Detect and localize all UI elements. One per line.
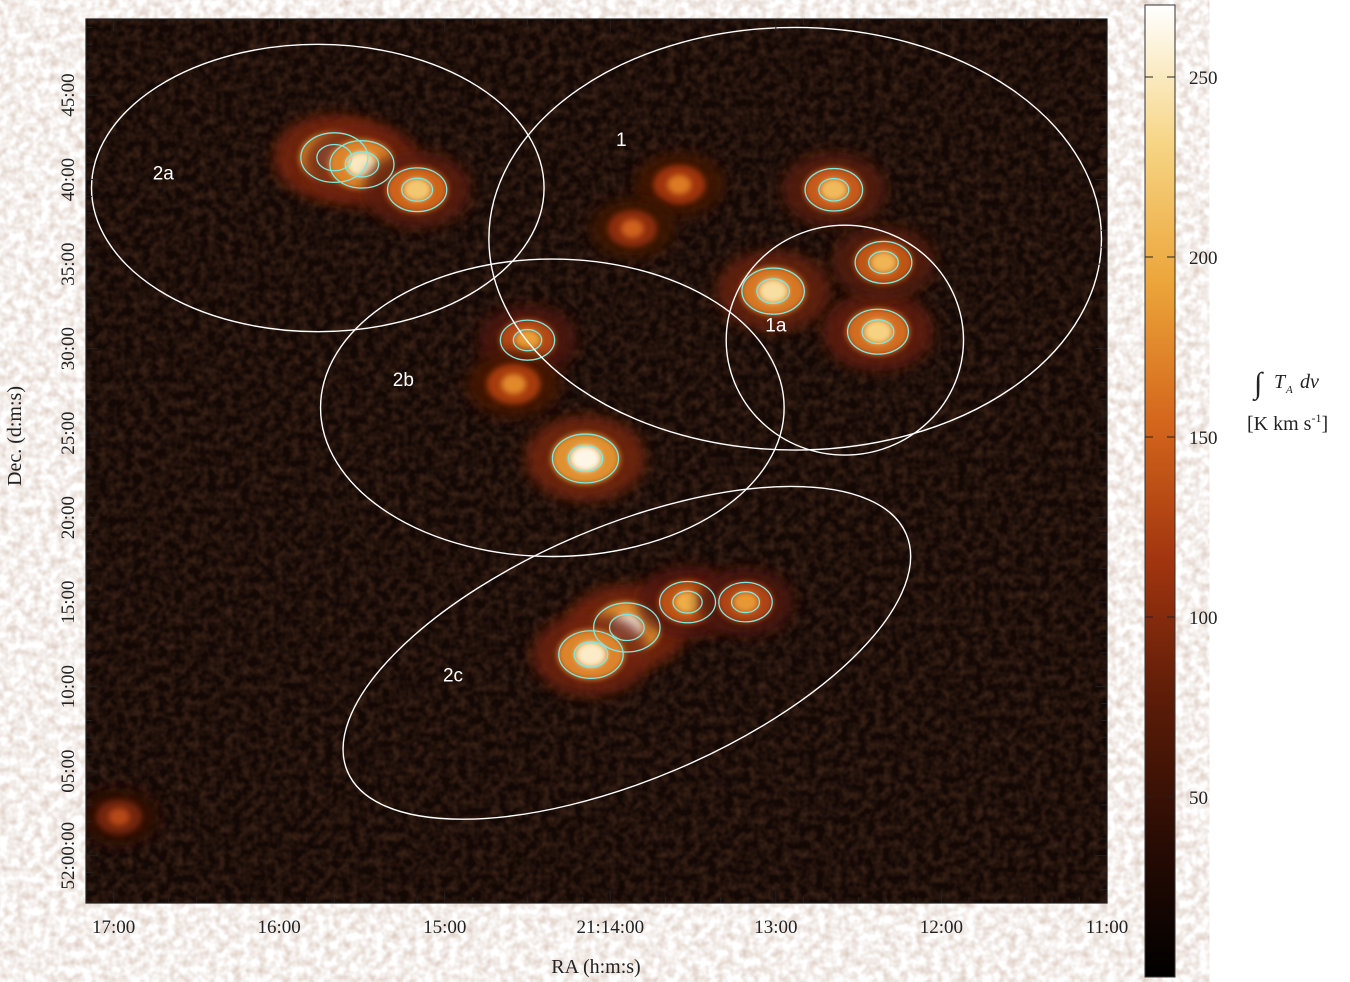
y-tick-label: 15:00 (58, 580, 79, 623)
y-tick-label: 30:00 (58, 327, 79, 370)
contour-inner (861, 319, 895, 345)
x-tick-label: 17:00 (92, 917, 135, 938)
colorbar-tick-label: 100 (1189, 608, 1218, 629)
colorbar-tick-label: 200 (1189, 248, 1218, 269)
colorbar-label-quantity: T (1274, 371, 1287, 393)
emission-peak (108, 808, 130, 826)
colorbar-integral-sign: ∫ (1252, 367, 1264, 402)
region-ellipse-2a (90, 43, 545, 333)
emission-peak (820, 178, 848, 201)
region-layer (90, 26, 1103, 820)
x-axis-title: RA (h:m:s) (551, 956, 640, 978)
emission-peak (869, 251, 898, 274)
contour-inner (730, 591, 761, 614)
contour-inner (344, 151, 380, 178)
contour-outer (804, 167, 864, 212)
contour-inner (818, 177, 850, 202)
colorbar-ticks: 50 100 150 200 250 (1145, 68, 1218, 809)
y-tick-label: 35:00 (58, 242, 79, 285)
emission-peak (346, 151, 378, 177)
emission-peak (674, 591, 701, 614)
contour-outer (386, 167, 448, 213)
contour-outer (658, 580, 717, 624)
emission-peak (569, 445, 602, 472)
y-tick-label: 52:00:00 (58, 822, 79, 890)
region-label-1: 1 (616, 130, 627, 151)
contour-inner (512, 328, 543, 352)
contour-outer (551, 433, 620, 484)
colorbar-units-bracket: ] (1321, 413, 1328, 435)
contour-inner (608, 613, 645, 642)
contour-inner (567, 444, 604, 473)
contour-inner (316, 143, 353, 172)
contour-inner (672, 590, 703, 614)
contour-outer (593, 602, 661, 653)
region-ellipse-1a (725, 224, 965, 456)
region-label-2a: 2a (153, 164, 175, 185)
colorbar-gradient (1144, 4, 1176, 978)
colorbar-tick-label: 50 (1189, 788, 1208, 809)
x-tick-label: 16:00 (258, 917, 301, 938)
region-label-2b: 2b (393, 370, 414, 391)
region-label-2c: 2c (443, 666, 463, 687)
y-tick-label: 05:00 (58, 750, 79, 793)
contour-outer (846, 308, 910, 355)
contour-inner (868, 250, 899, 275)
emission-peak (758, 278, 789, 304)
colorbar-units-exponent: -1 (1311, 411, 1321, 425)
contour-layer (300, 132, 913, 679)
emission-peak (575, 641, 607, 668)
emission-peak (732, 591, 759, 613)
contour-inner (401, 177, 434, 202)
region-label-1a: 1a (765, 316, 787, 337)
contour-outer (718, 581, 773, 623)
emission-peak (620, 219, 644, 238)
emission-peak (514, 329, 541, 351)
contour-outer (741, 267, 805, 315)
colorbar-units-main: [K km s (1247, 413, 1312, 435)
contour-outer (854, 240, 913, 284)
colorbar-label: ∫ T A dv [K km s-1] (1247, 367, 1328, 435)
contour-inner (573, 641, 609, 668)
y-tick-label: 40:00 (58, 158, 79, 201)
colorbar-tick-label: 250 (1189, 68, 1218, 89)
x-tick-label: 11:00 (1086, 917, 1129, 938)
region-ellipse-1 (488, 26, 1103, 451)
colorbar: 50 100 150 200 250 ∫ T A dv [K km s-1] (1144, 4, 1328, 978)
emission-peak (863, 319, 893, 344)
y-tick-label: 45:00 (58, 73, 79, 116)
emission-peak (501, 373, 527, 395)
contour-outer (558, 630, 624, 679)
axes: 17:00 16:00 15:00 21:14:00 13:00 12:00 11:00 45… (58, 19, 1128, 938)
y-tick-label: 20:00 (58, 496, 79, 539)
colorbar-label-differential: dv (1300, 371, 1319, 393)
emission-peak (667, 174, 692, 195)
y-tick-label: 10:00 (58, 665, 79, 708)
colorbar-label-units: [K km s-1] (1247, 411, 1328, 435)
region-label-layer: 2a 1 1a 2b 2c (153, 130, 787, 687)
plot-frame (85, 18, 1108, 904)
y-tick-label: 25:00 (58, 411, 79, 454)
plot-area: 2a 1 1a 2b 2c (85, 18, 1108, 904)
contour-outer (300, 132, 369, 184)
emission-layer (86, 113, 936, 846)
colorbar-label-subscript: A (1285, 384, 1293, 396)
region-ellipse-2b (319, 258, 785, 558)
contour-outer (499, 319, 556, 361)
x-tick-label: 13:00 (754, 917, 797, 938)
contour-inner (756, 278, 791, 304)
region-ellipse-2c (342, 485, 912, 820)
x-tick-label: 15:00 (423, 917, 466, 938)
x-tick-label: 21:14:00 (577, 917, 645, 938)
contour-outer (329, 140, 395, 189)
colorbar-tick-label: 150 (1189, 428, 1218, 449)
y-axis-title: Dec. (d:m:s) (4, 386, 26, 486)
x-tick-label: 12:00 (920, 917, 963, 938)
emission-peak (402, 178, 432, 202)
